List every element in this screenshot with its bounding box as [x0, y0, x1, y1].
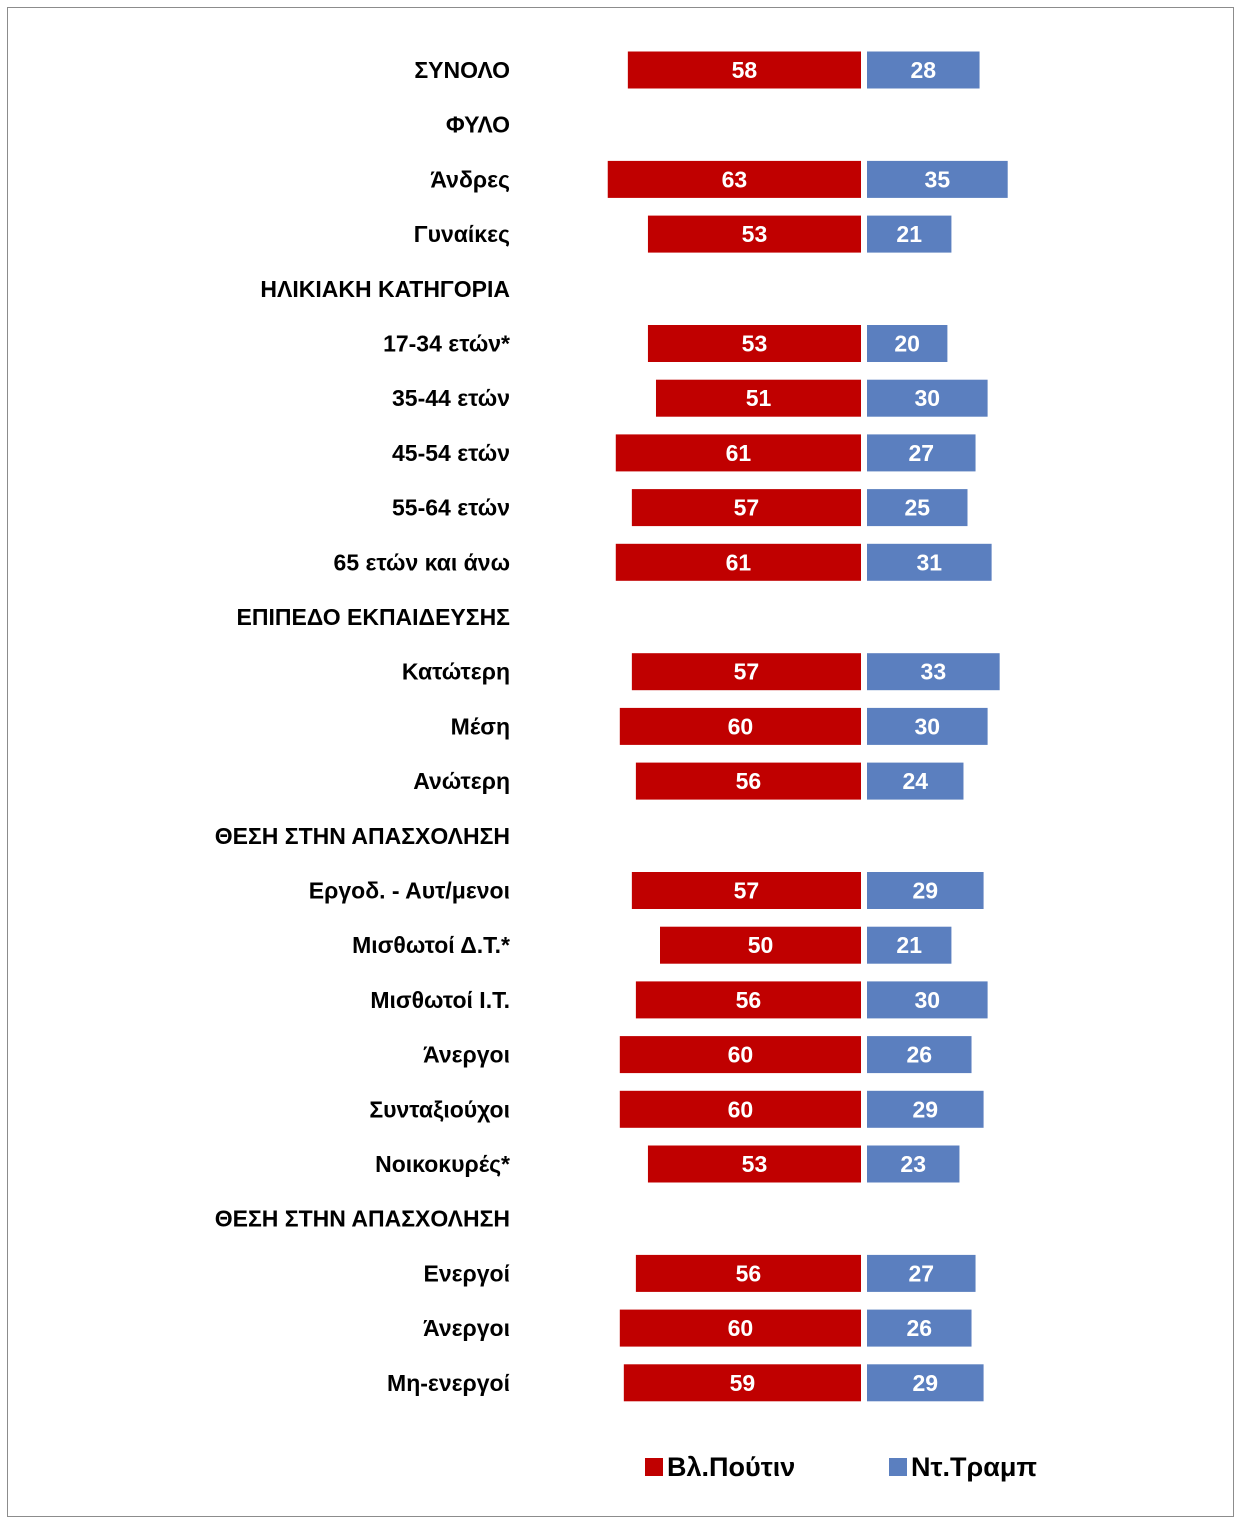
category-labels: ΣΥΝΟΛΟ ΦΥΛΟ Άνδρες Γυναίκες ΗΛΙΚΙΑΚΗ ΚΑΤΗΓΟΡ… — [215, 57, 510, 1396]
category-label: Συνταξιούχοι — [369, 1096, 510, 1122]
value-label-trump: 28 — [910, 57, 936, 83]
category-label: ΘΕΣΗ ΣΤΗΝ ΑΠΑΣΧΟΛΗΣΗ — [215, 823, 510, 849]
value-label-trump: 29 — [912, 878, 938, 904]
value-label-putin: 60 — [728, 1042, 754, 1068]
category-label: 65 ετών και άνω — [334, 549, 510, 575]
legend-swatch-trump — [889, 1458, 907, 1476]
value-label-putin: 53 — [742, 221, 768, 247]
value-label-putin: 56 — [736, 1260, 762, 1286]
value-label-putin: 61 — [726, 440, 752, 466]
category-label: Γυναίκες — [414, 221, 510, 247]
category-label: Άνεργοι — [423, 1042, 510, 1068]
value-label-trump: 23 — [900, 1151, 926, 1177]
category-label: Άνεργοι — [423, 1315, 510, 1341]
value-label-putin: 57 — [734, 878, 760, 904]
value-label-trump: 20 — [894, 331, 920, 357]
value-label-putin: 59 — [730, 1370, 756, 1396]
value-label-putin: 60 — [728, 713, 754, 739]
value-label-trump: 24 — [902, 768, 928, 794]
category-label: 55-64 ετών — [392, 495, 510, 521]
value-label-putin: 53 — [742, 1151, 768, 1177]
category-label: Άνδρες — [430, 166, 510, 192]
category-label: 35-44 ετών — [392, 385, 510, 411]
value-label-putin: 50 — [748, 932, 774, 958]
value-label-trump: 29 — [912, 1096, 938, 1122]
legend-item-putin: Βλ.Πούτιν — [645, 1442, 795, 1492]
value-label-trump: 30 — [915, 385, 941, 411]
value-label-trump: 21 — [896, 932, 922, 958]
value-label-putin: 60 — [728, 1096, 754, 1122]
value-label-putin: 58 — [732, 57, 758, 83]
value-label-trump: 27 — [908, 440, 934, 466]
value-label-trump: 31 — [917, 549, 943, 575]
category-label: ΕΠΙΠΕΔΟ ΕΚΠΑΙΔΕΥΣΗΣ — [237, 604, 511, 630]
value-label-putin: 63 — [722, 166, 748, 192]
value-label-trump: 35 — [925, 166, 951, 192]
category-label: ΦΥΛΟ — [446, 112, 510, 138]
bar-chart: ΣΥΝΟΛΟ ΦΥΛΟ Άνδρες Γυναίκες ΗΛΙΚΙΑΚΗ ΚΑΤΗΓΟΡ… — [0, 0, 1240, 1440]
category-label: ΣΥΝΟΛΟ — [414, 57, 510, 83]
value-label-trump: 33 — [921, 659, 947, 685]
value-label-putin: 51 — [746, 385, 772, 411]
value-label-trump: 26 — [906, 1315, 932, 1341]
legend-label-putin: Βλ.Πούτιν — [667, 1452, 795, 1483]
value-label-putin: 57 — [734, 495, 760, 521]
value-label-trump: 29 — [912, 1370, 938, 1396]
legend: Βλ.Πούτιν Ντ.Τραμπ — [0, 1442, 1240, 1492]
bars — [608, 52, 1008, 1402]
category-label: Ανώτερη — [413, 768, 510, 794]
category-label: Μη-ενεργοί — [387, 1370, 510, 1396]
value-label-trump: 21 — [896, 221, 922, 247]
value-label-trump: 25 — [904, 495, 930, 521]
value-label-putin: 56 — [736, 987, 762, 1013]
category-label: ΗΛΙΚΙΑΚΗ ΚΑΤΗΓΟΡΙΑ — [260, 276, 510, 302]
category-label: Ενεργοί — [423, 1260, 510, 1286]
legend-item-trump: Ντ.Τραμπ — [889, 1442, 1037, 1492]
value-label-putin: 60 — [728, 1315, 754, 1341]
category-label: Μισθωτοί Ι.Τ. — [370, 987, 510, 1013]
value-label-trump: 30 — [915, 713, 941, 739]
value-label-trump: 30 — [915, 987, 941, 1013]
value-label-putin: 56 — [736, 768, 762, 794]
value-label-trump: 27 — [908, 1260, 934, 1286]
category-label: Κατώτερη — [402, 659, 510, 685]
category-label: 45-54 ετών — [392, 440, 510, 466]
legend-label-trump: Ντ.Τραμπ — [911, 1452, 1037, 1483]
legend-swatch-putin — [645, 1458, 663, 1476]
value-label-trump: 26 — [906, 1042, 932, 1068]
category-label: Εργοδ. - Αυτ/μενοι — [309, 878, 510, 904]
category-label: Νοικοκυρές* — [375, 1151, 510, 1177]
value-label-putin: 57 — [734, 659, 760, 685]
category-label: 17-34 ετών* — [383, 331, 510, 357]
category-label: Μισθωτοί Δ.Τ.* — [352, 932, 510, 958]
category-label: ΘΕΣΗ ΣΤΗΝ ΑΠΑΣΧΟΛΗΣΗ — [215, 1206, 510, 1232]
category-label: Μέση — [451, 713, 510, 739]
value-label-putin: 53 — [742, 331, 768, 357]
value-label-putin: 61 — [726, 549, 752, 575]
